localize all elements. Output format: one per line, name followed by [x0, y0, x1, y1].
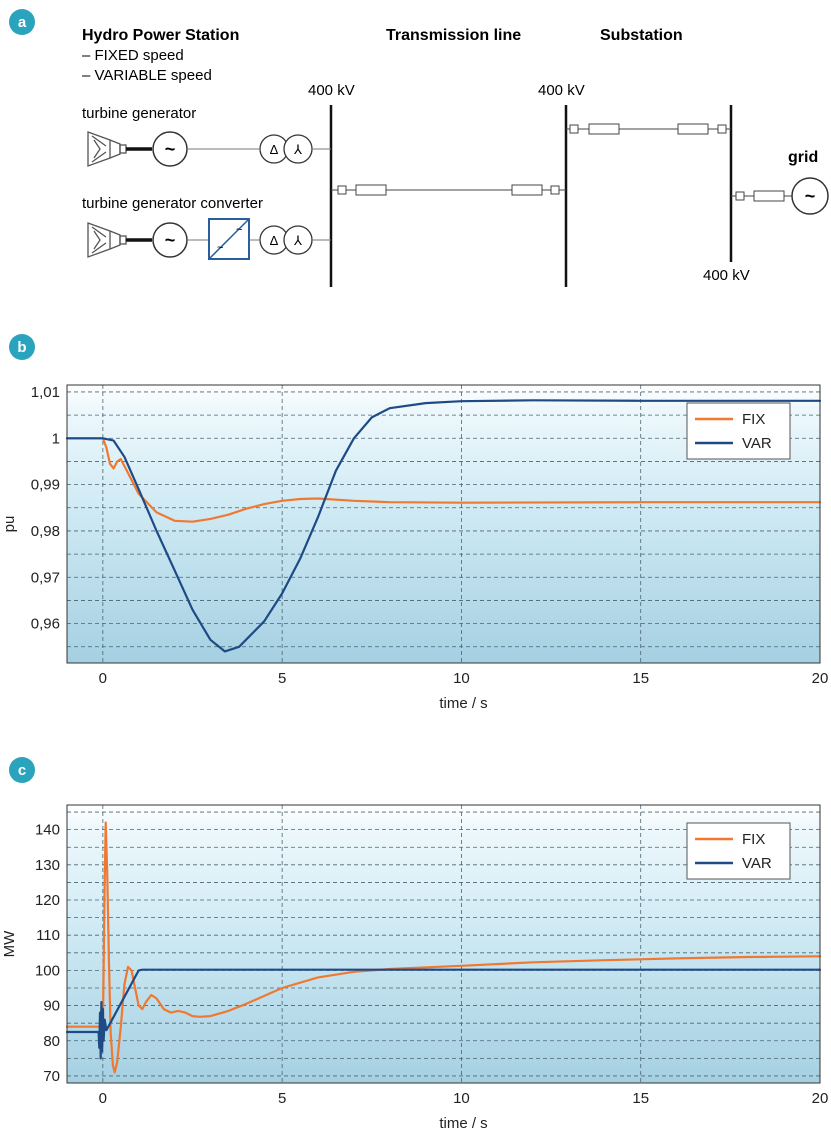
grid-label: grid: [788, 149, 818, 166]
x-tick-label-b-2: 10: [453, 670, 470, 687]
delta-symbol-bottom: Δ: [270, 233, 279, 248]
y-tick-label-b-1: 0,97: [31, 569, 60, 586]
transformer-icon-top: Δ ⅄: [259, 134, 313, 164]
x-tick-label-c-2: 10: [453, 1090, 470, 1107]
substation-title: Substation: [600, 27, 683, 44]
voltage-label-3: 400 kV: [703, 267, 750, 284]
turbine-generator-converter-label: turbine generator converter: [82, 195, 263, 212]
badge-a: [9, 9, 35, 35]
converter-icon: ~ ~: [208, 218, 250, 260]
y-tick-label-b-2: 0,98: [31, 523, 60, 540]
transformer-icon-bottom: Δ ⅄: [259, 225, 313, 255]
transmission-title: Transmission line: [386, 27, 521, 44]
circuit-diagram: a Hydro Power Station – FIXED speed – VA…: [9, 9, 829, 287]
x-tick-label-b-0: 0: [99, 670, 107, 687]
series-line-var-c: [65, 968, 822, 1060]
transmission-line: [331, 184, 566, 196]
y-tick-label-c-5: 120: [35, 892, 60, 909]
converter-ac-symbol-1: ~: [217, 242, 223, 254]
x-tick-label-c-1: 5: [278, 1090, 286, 1107]
y-tick-label-c-1: 80: [43, 1033, 60, 1050]
legend-label-var-b: VAR: [742, 435, 772, 452]
x-tick-label-b-3: 15: [632, 670, 649, 687]
x-tick-label-c-0: 0: [99, 1090, 107, 1107]
y-tick-label-c-6: 130: [35, 857, 60, 874]
series-line-var-b: [65, 399, 822, 653]
legend-box-c: [686, 822, 791, 880]
station-title: Hydro Power Station: [82, 27, 239, 44]
y-tick-label-c-7: 140: [35, 822, 60, 839]
legend-label-var-c: VAR: [742, 855, 772, 872]
series-lines-c: [65, 821, 822, 1074]
substation-line: [566, 123, 731, 135]
turbine-icon-top: [87, 131, 127, 167]
variable-speed-branch: ~ ~ ~ Δ ⅄: [87, 218, 331, 260]
y-tick-label-c-3: 100: [35, 962, 60, 979]
x-tick-label-c-3: 15: [632, 1090, 649, 1107]
wye-symbol-bottom: ⅄: [293, 233, 302, 248]
y-tick-label-c-4: 110: [36, 927, 60, 944]
voltage-label-1: 400 kV: [308, 82, 355, 99]
badge-c: [9, 757, 35, 783]
legend-label-fix-c: FIX: [742, 831, 765, 848]
fixed-speed-branch: ~ Δ ⅄: [87, 131, 331, 167]
converter-ac-symbol-2: ~: [236, 224, 242, 236]
voltage-label-2: 400 kV: [538, 82, 585, 99]
y-tick-label-c-0: 70: [43, 1068, 60, 1085]
y-tick-label-c-2: 90: [43, 998, 60, 1015]
x-tick-labels-b: 0 5 10 15 20: [99, 670, 829, 687]
voltage-chart: b 0,96 0,97 0,98 0,99 1 1,01 0 5 10 15 20 pu time…: [1, 334, 828, 712]
generator-symbol-bottom: ~: [165, 230, 176, 250]
y-axis-label-c: MW: [1, 930, 18, 957]
legend-label-fix-b: FIX: [742, 411, 765, 428]
legend-b: FIX VAR: [686, 402, 791, 460]
y-tick-labels-b: 0,96 0,97 0,98 0,99 1 1,01: [31, 384, 60, 633]
badge-b: [9, 334, 35, 360]
y-tick-label-b-0: 0,96: [31, 616, 60, 633]
y-axis-label-b: pu: [1, 516, 18, 533]
series-lines-b: [65, 399, 822, 653]
y-tick-labels-c: 70 80 90 100 110 120 130 140: [35, 822, 60, 1085]
x-axis-label-b: time / s: [439, 695, 487, 712]
badge-b-label: b: [17, 339, 26, 356]
grid-source-icon: [791, 177, 829, 215]
generator-symbol-top: ~: [165, 139, 176, 159]
station-fixed-speed: – FIXED speed: [82, 47, 184, 64]
series-line-fix-b: [65, 437, 822, 523]
x-tick-labels-c: 0 5 10 15 20: [99, 1090, 829, 1107]
grid-line: ~: [731, 177, 829, 215]
legend-c: FIX VAR: [686, 822, 791, 880]
x-tick-label-b-4: 20: [812, 670, 829, 687]
power-chart: c 70 80 90 100 110 120 130 140 0 5 10 15 20 MW time…: [1, 757, 828, 1132]
plot-frame-b: [66, 384, 821, 664]
x-tick-label-c-4: 20: [812, 1090, 829, 1107]
turbine-icon-bottom: [87, 222, 127, 258]
x-axis-label-c: time / s: [439, 1115, 487, 1132]
station-variable-speed: – VARIABLE speed: [82, 67, 212, 84]
badge-a-label: a: [18, 14, 27, 31]
grid-source-symbol: ~: [805, 186, 816, 206]
badge-c-label: c: [18, 762, 26, 779]
x-tick-label-b-1: 5: [278, 670, 286, 687]
y-tick-label-b-5: 1,01: [31, 384, 60, 401]
y-tick-label-b-3: 0,99: [31, 477, 60, 494]
turbine-generator-label: turbine generator: [82, 105, 196, 122]
y-tick-label-b-4: 1: [52, 430, 60, 447]
wye-symbol-top: ⅄: [293, 142, 302, 157]
plot-frame-c: [66, 804, 821, 1084]
legend-box-b: [686, 402, 791, 460]
delta-symbol-top: Δ: [270, 142, 279, 157]
